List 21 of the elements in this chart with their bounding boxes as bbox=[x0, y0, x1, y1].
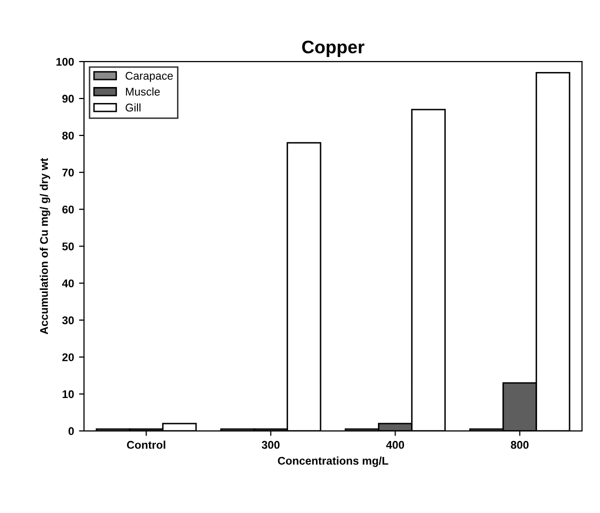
y-tick-label: 20 bbox=[62, 353, 74, 362]
y-tick-label: 80 bbox=[62, 132, 74, 140]
y-tick-label: 60 bbox=[62, 206, 74, 214]
x-axis-title: Concentrations mg/L bbox=[278, 456, 388, 467]
y-tick-label: 100 bbox=[56, 58, 74, 66]
y-tick-label: 30 bbox=[62, 316, 74, 324]
x-tick-label: 400 bbox=[386, 440, 404, 449]
y-tick-label: 70 bbox=[62, 168, 74, 177]
y-tick-label: 50 bbox=[62, 242, 74, 250]
y-tick-label: 10 bbox=[62, 390, 74, 398]
chart-title: Copper bbox=[302, 40, 364, 57]
legend-label: Carapace bbox=[126, 72, 173, 82]
y-tick-label: 40 bbox=[62, 279, 74, 288]
x-tick-label: Control bbox=[126, 440, 166, 449]
legend-label: Muscle bbox=[126, 87, 160, 96]
x-tick-label: 800 bbox=[510, 440, 529, 449]
legend-label: Gill bbox=[126, 103, 140, 112]
y-tick-label: 0 bbox=[68, 427, 74, 436]
y-tick-label: 90 bbox=[62, 94, 74, 103]
x-tick-label: 300 bbox=[262, 440, 280, 449]
y-axis-title: Accumulation of Cu mg/ g/ dry wt bbox=[40, 158, 50, 334]
